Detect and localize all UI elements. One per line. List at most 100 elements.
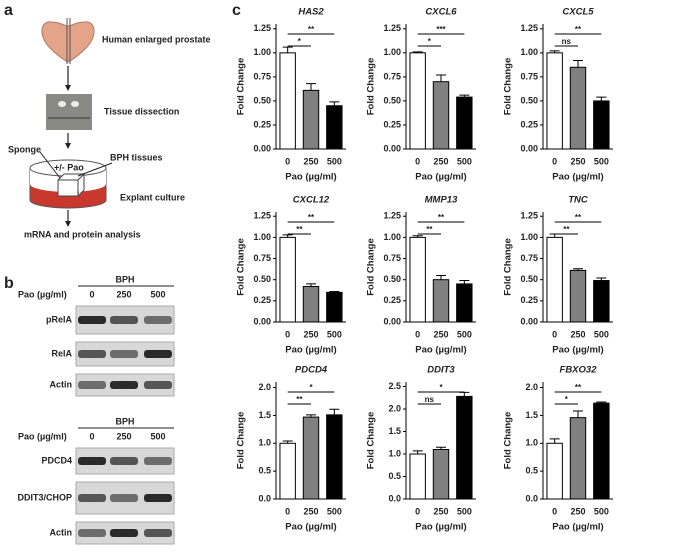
x-axis-label: Pao (µg/ml) bbox=[552, 172, 603, 183]
error-bar bbox=[306, 414, 316, 418]
band bbox=[110, 529, 138, 537]
blot-row-label: pRelA bbox=[46, 314, 73, 324]
y-tick-label: 2.0 bbox=[258, 382, 271, 392]
y-tick-label: 1.5 bbox=[525, 410, 538, 420]
prostate bbox=[41, 21, 95, 63]
arrow-head bbox=[65, 143, 71, 149]
bar bbox=[302, 89, 320, 150]
x-tick-label: 0 bbox=[415, 156, 420, 166]
y-tick-label: 0.5 bbox=[525, 466, 538, 476]
x-tick-label: 0 bbox=[285, 156, 290, 166]
bar bbox=[409, 453, 426, 500]
panel-label: b bbox=[4, 275, 14, 292]
pointer bbox=[39, 151, 61, 179]
band bbox=[110, 350, 138, 358]
y-tick-label: 0.25 bbox=[520, 119, 538, 129]
y-tick-label: 0.25 bbox=[383, 119, 401, 129]
bar bbox=[456, 395, 473, 500]
y-axis-label: Fold Change bbox=[236, 58, 247, 116]
step-label: Explant culture bbox=[120, 192, 185, 202]
y-tick-label: 0.75 bbox=[520, 253, 538, 263]
error-bar bbox=[596, 277, 607, 281]
x-tick-label: 500 bbox=[327, 506, 342, 516]
error-bar bbox=[412, 450, 423, 454]
y-axis-label: Fold Change bbox=[503, 58, 514, 116]
error-bar bbox=[459, 94, 470, 98]
significance-label: ** bbox=[438, 213, 445, 222]
y-tick-label: 0.75 bbox=[520, 71, 538, 81]
band bbox=[110, 494, 138, 502]
y-tick-label: 1.00 bbox=[253, 232, 271, 242]
chart-title: DDIT3 bbox=[427, 365, 455, 376]
lane-label: 250 bbox=[116, 431, 131, 441]
schematic: Human enlarged prostate Tissue dissectio… bbox=[8, 18, 211, 239]
bar bbox=[546, 52, 563, 150]
chart-title: FBXO32 bbox=[560, 365, 598, 376]
x-tick-label: 0 bbox=[415, 506, 420, 516]
chart: TNC 0.00 0.25 0.50 0.75 1.00 1.25 Fold Change Pa… bbox=[503, 195, 613, 356]
treatment-label: Pao (µg/ml) bbox=[18, 289, 67, 299]
y-tick-label: 0.25 bbox=[253, 119, 271, 129]
bar bbox=[409, 52, 426, 150]
bar bbox=[326, 105, 343, 150]
x-tick-label: 500 bbox=[327, 329, 342, 339]
chart: CXCL5 0.00 0.25 0.50 0.75 1.00 1.25 Fold Change… bbox=[503, 7, 613, 183]
panel-label: c bbox=[232, 2, 241, 19]
x-tick-label: 250 bbox=[433, 506, 448, 516]
error-bar bbox=[549, 233, 560, 238]
y-tick-label: 1.00 bbox=[383, 232, 401, 242]
band bbox=[78, 529, 106, 537]
bar bbox=[569, 417, 587, 500]
step-label: Human enlarged prostate bbox=[102, 34, 211, 44]
band bbox=[78, 457, 106, 465]
chart-title: CXCL12 bbox=[293, 195, 330, 206]
bar bbox=[546, 236, 563, 323]
y-tick-label: 0.00 bbox=[253, 316, 271, 326]
y-tick-label: 0.75 bbox=[383, 71, 401, 81]
chart: FBXO32 0.0 0.5 1.0 1.5 2.0 Fold Change Pao (µg/… bbox=[503, 365, 613, 533]
y-tick-label: 0.75 bbox=[383, 253, 401, 263]
tissue bbox=[58, 101, 66, 107]
chart: DDIT3 0.0 0.5 1.0 1.5 2.0 2.5 Fold Change Pao (µ… bbox=[366, 365, 476, 533]
callout: +/- Pao bbox=[54, 162, 84, 172]
blot-group: BPH bbox=[115, 274, 134, 284]
bar bbox=[432, 449, 450, 500]
y-tick-label: 2.5 bbox=[388, 381, 401, 391]
error-bar bbox=[436, 274, 446, 280]
band bbox=[110, 381, 138, 389]
significance-label: ** bbox=[308, 25, 315, 34]
error-bar bbox=[412, 51, 423, 53]
blot-group: BPH bbox=[115, 416, 134, 426]
y-tick-label: 0.50 bbox=[253, 274, 271, 284]
bar bbox=[569, 66, 587, 150]
y-tick-label: 1.0 bbox=[525, 438, 538, 448]
significance-label: ns bbox=[425, 395, 435, 404]
error-bar bbox=[459, 391, 470, 397]
bar bbox=[456, 96, 473, 150]
pointer bbox=[77, 162, 113, 177]
x-tick-label: 250 bbox=[303, 329, 318, 339]
y-axis-label: Fold Change bbox=[503, 412, 514, 470]
y-tick-label: 0.25 bbox=[383, 295, 401, 305]
bar bbox=[302, 285, 320, 323]
bar bbox=[569, 269, 587, 323]
bar bbox=[593, 402, 610, 500]
bar bbox=[279, 52, 296, 150]
chart: PDCD4 0.0 0.5 1.0 1.5 2.0 Fold Change Pao (µg/m… bbox=[236, 365, 346, 533]
y-tick-label: 0.00 bbox=[253, 143, 271, 153]
y-tick-label: 1.00 bbox=[520, 47, 538, 57]
lane-label: 250 bbox=[116, 289, 131, 299]
y-tick-label: 1.25 bbox=[383, 211, 401, 221]
significance-label: ** bbox=[575, 383, 582, 392]
chart-title: PDCD4 bbox=[295, 365, 328, 376]
y-axis-label: Fold Change bbox=[503, 238, 514, 296]
error-bar bbox=[573, 268, 583, 271]
chart: CXCL6 0.00 0.25 0.50 0.75 1.00 1.25 Fold Change… bbox=[366, 7, 476, 183]
y-tick-label: 2.0 bbox=[388, 403, 401, 413]
significance-label: ** bbox=[296, 225, 303, 234]
significance-label: *** bbox=[436, 25, 446, 34]
significance-label: * bbox=[428, 37, 432, 46]
x-axis-label: Pao (µg/ml) bbox=[415, 172, 466, 183]
band bbox=[78, 381, 106, 389]
